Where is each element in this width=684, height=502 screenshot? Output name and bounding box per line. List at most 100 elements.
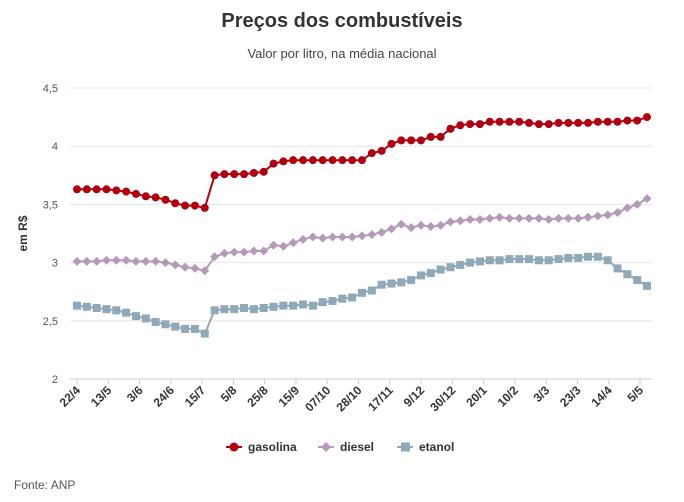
data-point-diesel [239,247,249,257]
x-tick-label: 14/4 [588,383,615,410]
data-point-etanol [171,322,180,331]
data-point-diesel [278,241,288,251]
data-point-etanol [475,257,484,266]
data-point-diesel [554,213,564,223]
data-point-gasolina [269,159,278,168]
data-point-diesel [622,203,632,213]
data-point-gasolina [141,192,150,201]
data-point-etanol [92,303,101,312]
data-point-etanol [643,281,651,290]
data-point-gasolina [220,170,229,179]
data-point-gasolina [210,171,219,180]
data-point-diesel [200,266,210,276]
data-point-etanol [358,288,366,297]
data-point-etanol [308,301,317,310]
data-point-diesel [337,232,347,242]
data-point-gasolina [574,118,583,127]
data-point-gasolina [593,117,602,126]
data-point-etanol [348,293,357,302]
data-point-gasolina [564,118,573,127]
data-point-gasolina [584,118,593,127]
data-point-gasolina [190,201,199,210]
y-tick-label: 2 [52,374,58,386]
data-point-diesel [219,248,229,258]
data-point-diesel [583,212,593,222]
data-point-etanol [338,294,347,303]
data-point-gasolina [367,149,376,158]
data-point-gasolina [426,132,435,141]
data-point-diesel [377,227,387,237]
x-tick-label: 25/8 [244,383,271,410]
data-point-gasolina [475,120,484,129]
data-point-gasolina [82,185,91,194]
legend-label-etanol: etanol [419,440,454,454]
data-point-diesel [445,217,455,227]
chart-subtitle: Valor por litro, na média nacional [247,46,437,61]
data-point-etanol [407,276,416,285]
data-point-etanol [269,302,278,311]
data-point-diesel [160,258,170,268]
data-point-diesel [524,213,534,223]
data-point-diesel [534,213,544,223]
data-point-diesel [190,263,200,273]
data-point-diesel [269,240,279,250]
data-point-etanol [505,255,514,264]
data-point-gasolina [534,120,543,129]
data-point-etanol [328,297,337,306]
x-tick-label: 15/7 [182,383,209,410]
data-point-gasolina [623,116,632,125]
x-tick-label: 15/9 [276,383,303,410]
data-point-etanol [220,305,229,314]
data-point-gasolina [515,117,524,126]
data-point-etanol [456,260,465,269]
data-point-gasolina [358,156,366,165]
data-point-gasolina [456,121,465,130]
data-point-gasolina [416,136,425,145]
data-point-etanol [151,317,160,326]
data-point-diesel [298,234,308,244]
x-tick-label: 5/8 [218,383,240,405]
data-point-gasolina [200,203,209,212]
data-point-gasolina [525,118,534,127]
data-point-etanol [102,305,111,314]
data-point-gasolina [377,146,386,155]
data-point-gasolina [92,185,101,194]
data-point-diesel [308,232,318,242]
data-point-gasolina [73,185,81,194]
data-point-gasolina [544,120,553,129]
data-point-etanol [377,280,386,289]
data-point-etanol [397,278,406,287]
data-point-diesel [426,222,436,232]
data-point-diesel [357,231,367,241]
data-point-etanol [623,270,632,279]
data-point-gasolina [348,156,357,165]
data-point-etanol [82,302,91,311]
data-point-etanol [122,308,131,317]
data-point-etanol [210,306,219,315]
data-point-etanol [495,256,504,265]
data-point-diesel [288,238,298,248]
data-point-gasolina [131,189,140,198]
x-tick-label: 24/6 [151,383,178,410]
data-point-etanol [485,256,494,265]
data-point-etanol [190,324,199,333]
data-point-gasolina [240,170,249,179]
data-point-gasolina [633,116,642,125]
data-point-etanol [73,301,81,310]
data-point-diesel [642,194,652,204]
y-tick-label: 4,5 [43,83,58,95]
data-point-etanol [525,255,534,264]
data-point-gasolina [505,117,514,126]
legend-label-diesel: diesel [340,440,374,454]
line-chart: 22,533,544,5em R$22/4 13/5 3/6 24/6 15/7 5/8 2… [16,83,652,454]
data-point-etanol [534,256,543,265]
data-point-etanol [131,312,140,321]
data-point-gasolina [299,156,308,165]
data-point-gasolina [279,157,288,166]
data-point-etanol [446,263,455,272]
data-point-etanol [564,253,573,262]
data-point-etanol [613,264,622,273]
data-point-gasolina [407,136,416,145]
data-point-diesel [406,223,416,233]
data-point-diesel [485,213,495,223]
